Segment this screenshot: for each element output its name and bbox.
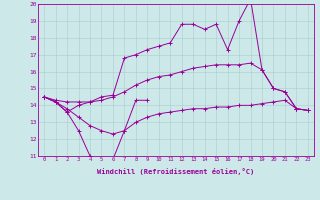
X-axis label: Windchill (Refroidissement éolien,°C): Windchill (Refroidissement éolien,°C)	[97, 168, 255, 175]
